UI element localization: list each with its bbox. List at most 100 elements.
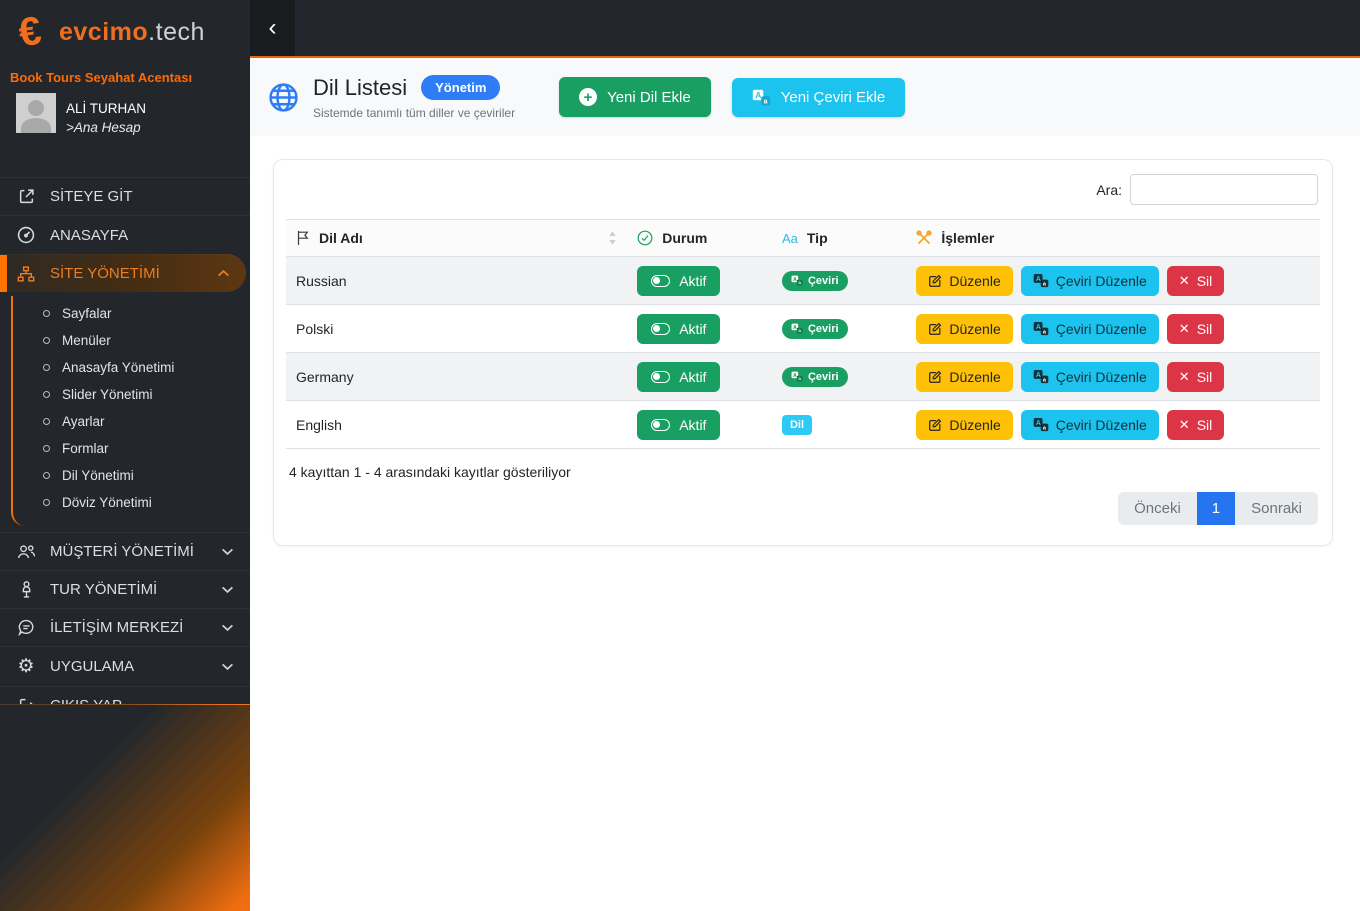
status-label: Aktif [679,272,707,289]
page-header: Dil Listesi Yönetim Sistemde tanımlı tüm… [250,58,1360,136]
external-link-icon [16,188,36,205]
chevron-down-icon [221,662,234,671]
pagination-next-button[interactable]: Sonraki [1235,492,1318,525]
column-header-actions[interactable]: İşlemler [906,219,1320,257]
new-language-button[interactable]: + Yeni Dil Ekle [559,77,711,117]
topbar: ‹ [250,0,1360,58]
status-toggle-button[interactable]: Aktif [637,361,721,392]
chevron-down-icon [221,547,234,556]
chevron-down-icon [221,585,234,594]
type-badge-label: Çeviri [807,322,839,335]
delete-button[interactable]: ✕ Sil [1166,313,1225,344]
search-input[interactable] [1130,174,1318,205]
site-yonetimi-submenu: Sayfalar Menüler Anasayfa Yönetimi Slide… [11,296,250,526]
search-label: Ara: [1096,181,1122,198]
edit-button-label: Düzenle [949,368,1001,385]
svg-text:a: a [1043,425,1047,431]
sidebar-gradient-decoration [0,704,250,911]
pagination-row: Önceki 1 Sonraki [286,490,1320,529]
submenu-item-doviz-yonetimi[interactable]: Döviz Yönetimi [13,489,250,516]
column-header-label: Dil Adı [319,230,363,246]
sort-icon [608,231,617,245]
edit-translation-button-label: Çeviri Düzenle [1055,416,1147,433]
delete-button-label: Sil [1196,416,1213,433]
x-icon: ✕ [1178,273,1190,288]
text-type-icon: Aa [781,230,798,246]
edit-button[interactable]: Düzenle [916,313,1013,344]
column-header-name[interactable]: Dil Adı [286,219,628,257]
svg-text:a: a [798,328,801,333]
user-profile: ALİ TURHAN >Ana Hesap [0,87,250,149]
sidebar-item-site-yonetimi[interactable]: SİTE YÖNETİMİ [0,254,246,292]
bullet-icon [43,310,50,317]
submenu-item-menuler[interactable]: Menüler [13,327,250,354]
collapse-sidebar-button[interactable]: ‹ [250,0,295,56]
page-subtitle: Sistemde tanımlı tüm diller ve çeviriler [313,105,516,120]
user-account-link[interactable]: >Ana Hesap [66,120,141,135]
sidebar-item-siteye-git[interactable]: SİTEYE GİT [0,177,250,215]
edit-translation-button-label: Çeviri Düzenle [1055,320,1147,337]
sidebar-item-tur-yonetimi[interactable]: TUR YÖNETİMİ [0,570,250,608]
submenu-item-slider-yonetimi[interactable]: Slider Yönetimi [13,381,250,408]
table-header-row: Dil Adı Durum Aa [286,219,1320,257]
toggle-on-icon [651,274,671,287]
tools-icon [916,230,932,246]
user-name: ALİ TURHAN [66,101,147,116]
sidebar-item-label: SİTEYE GİT [50,188,133,205]
column-header-label: Durum [662,230,708,246]
svg-text:A: A [793,373,797,379]
edit-translation-button-label: Çeviri Düzenle [1055,368,1147,385]
sidebar-item-label: TUR YÖNETİMİ [50,581,158,598]
status-toggle-button[interactable]: Aktif [637,313,721,344]
submenu-item-label: Dil Yönetimi [62,468,134,483]
language-name: English [286,400,628,449]
page-title: Dil Listesi [313,74,408,100]
submenu-item-dil-yonetimi[interactable]: Dil Yönetimi [13,462,250,489]
check-circle-icon [637,230,653,246]
submenu-item-ayarlar[interactable]: Ayarlar [13,408,250,435]
delete-button[interactable]: ✕ Sil [1166,265,1225,296]
bullet-icon [43,337,50,344]
delete-button[interactable]: ✕ Sil [1166,361,1225,392]
column-header-type[interactable]: Aa Tip [771,219,907,257]
sidebar-item-musteri-yonetimi[interactable]: MÜŞTERİ YÖNETİMİ [0,532,250,570]
svg-text:A: A [1035,323,1040,331]
sidebar-item-uygulama[interactable]: ⚙ UYGULAMA [0,646,250,686]
bullet-icon [43,418,50,425]
status-toggle-button[interactable]: Aktif [637,409,721,440]
x-icon: ✕ [1178,369,1190,384]
delete-button[interactable]: ✕ Sil [1166,409,1225,440]
status-toggle-button[interactable]: Aktif [637,265,721,296]
svg-text:a: a [798,376,801,381]
submenu-item-anasayfa-yonetimi[interactable]: Anasayfa Yönetimi [13,354,250,381]
content-area: Ara: Dil Adı [250,136,1360,911]
logo[interactable]: € evcimo.tech [0,0,250,62]
sidebar-item-label: ANASAYFA [50,226,129,244]
users-icon [16,544,36,559]
sidebar-item-iletisim-merkezi[interactable]: İLETİŞİM MERKEZİ [0,608,250,646]
delete-button-label: Sil [1196,272,1213,289]
edit-button[interactable]: Düzenle [916,265,1013,296]
edit-button[interactable]: Düzenle [916,409,1013,440]
pagination-page-1-button[interactable]: 1 [1196,492,1236,525]
submenu-item-formlar[interactable]: Formlar [13,435,250,462]
submenu-item-sayfalar[interactable]: Sayfalar [13,300,250,327]
column-header-status[interactable]: Durum [627,219,772,257]
sidebar-item-anasayfa[interactable]: ANASAYFA [0,215,250,254]
edit-button[interactable]: Düzenle [916,361,1013,392]
svg-text:a: a [1043,281,1047,287]
sidebar-item-label: SİTE YÖNETİMİ [50,265,160,282]
x-icon: ✕ [1178,417,1190,432]
pagination-prev-button[interactable]: Önceki [1118,492,1197,525]
chevron-down-icon [221,623,234,632]
chevron-up-icon [217,269,230,278]
